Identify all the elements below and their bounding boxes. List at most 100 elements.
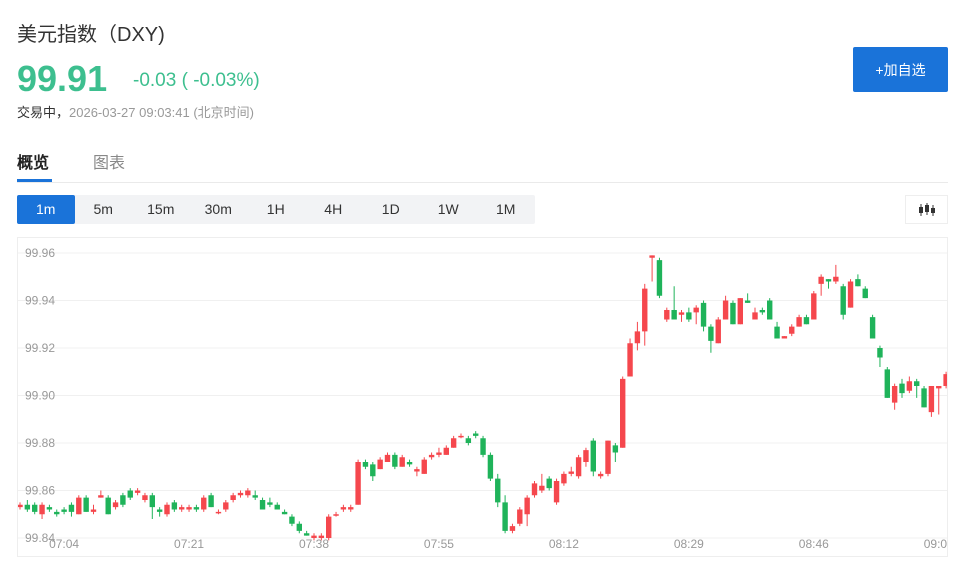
candle-body <box>392 454 398 467</box>
candle-body <box>487 454 494 479</box>
interval-1h[interactable]: 1H <box>266 201 285 217</box>
candle-body <box>708 326 714 341</box>
candle-body <box>259 500 266 510</box>
candle-body <box>921 388 927 408</box>
candle-body <box>627 343 633 377</box>
candle-body <box>24 504 31 510</box>
chart-type-button[interactable] <box>905 195 948 224</box>
candle-body <box>112 502 119 508</box>
candle-body <box>811 293 817 320</box>
candle-body <box>399 457 405 467</box>
interval-1d[interactable]: 1D <box>381 201 400 217</box>
candle-body <box>377 459 383 470</box>
candle-body <box>583 450 589 462</box>
candle-body <box>700 302 707 327</box>
candle-body <box>362 462 369 467</box>
tabs-divider <box>17 182 948 183</box>
candle-body <box>252 495 258 498</box>
chart-canvas: 99.96 99.94 99.92 99.90 99.88 99.86 99.8407:04… <box>18 246 947 551</box>
tab-chart[interactable]: 图表 <box>93 155 126 172</box>
interval-selector: 1m 5m 15m 30m 1H 4H 1D 1W 1M <box>17 195 535 224</box>
candle-body <box>355 462 361 505</box>
candle-body <box>223 502 229 510</box>
candle-body <box>906 381 913 391</box>
candle-body <box>869 317 876 339</box>
active-tab-indicator <box>17 179 52 182</box>
candle-body <box>502 502 508 531</box>
candle-body <box>164 504 170 515</box>
candle-body <box>281 511 288 515</box>
candle-body <box>333 514 339 516</box>
candle-body <box>120 495 126 505</box>
candle-body <box>348 507 354 510</box>
x-tick-label: 07:55 <box>424 537 454 551</box>
candle-body <box>744 300 751 303</box>
candle-body <box>833 276 839 282</box>
candle-body <box>237 492 244 496</box>
candle-body <box>553 481 560 503</box>
interval-1m[interactable]: 1m <box>17 195 75 224</box>
candle-body <box>443 447 449 455</box>
candle-body <box>326 516 332 538</box>
candle-body <box>171 502 178 510</box>
candle-body <box>274 504 280 510</box>
interval-4h[interactable]: 4H <box>324 201 343 217</box>
candle-body <box>803 317 810 325</box>
candle-body <box>98 495 104 498</box>
candle-body <box>406 462 413 465</box>
interval-5m[interactable]: 5m <box>93 201 113 217</box>
candle-body <box>465 438 472 443</box>
candle-body <box>458 435 464 438</box>
candle-body <box>928 386 935 413</box>
trading-status: 交易中， <box>17 105 70 120</box>
candle-body <box>208 495 214 508</box>
last-price: 99.91 <box>17 58 108 99</box>
candle-body <box>877 348 883 358</box>
instrument-title: 美元指数（DXY) <box>17 24 165 46</box>
candle-body <box>473 433 479 436</box>
candle-body <box>840 286 846 315</box>
candle-body <box>303 533 310 536</box>
x-tick-label: 08:12 <box>549 537 579 551</box>
candle-body <box>179 507 185 510</box>
candle-body <box>899 383 905 394</box>
candle-body <box>105 497 111 515</box>
add-to-watchlist-button[interactable]: +加自选 <box>853 47 948 92</box>
price-change: -0.03 ( -0.03%) <box>133 70 260 91</box>
candle-body <box>568 471 574 474</box>
candle-body <box>186 507 192 510</box>
candle-body <box>664 310 670 320</box>
candle-body <box>656 260 663 296</box>
candle-body <box>311 535 317 538</box>
candle-body <box>18 504 23 508</box>
candle-body <box>590 440 596 472</box>
interval-1w[interactable]: 1W <box>437 201 459 217</box>
candle-body <box>46 507 53 510</box>
x-tick-label: 07:21 <box>174 537 204 551</box>
candle-body <box>428 454 435 458</box>
candle-body <box>127 490 133 498</box>
candle-body <box>149 495 155 508</box>
y-tick-label: 99.94 <box>25 294 55 308</box>
tab-overview[interactable]: 概览 <box>17 155 50 172</box>
y-tick-label: 99.92 <box>25 341 55 355</box>
interval-1mo[interactable]: 1M <box>496 201 516 217</box>
interval-30m[interactable]: 30m <box>204 201 232 217</box>
candle-body <box>789 326 795 334</box>
candle-body <box>752 312 758 320</box>
candle-body <box>215 511 222 514</box>
candle-body <box>539 485 545 491</box>
candle-body <box>671 310 677 320</box>
candle-body <box>612 445 619 453</box>
candle-body <box>384 454 391 462</box>
candle-body <box>267 502 273 505</box>
candle-body <box>517 509 523 524</box>
candle-body <box>90 509 97 512</box>
candle-body <box>825 279 832 282</box>
candle-body <box>450 438 457 448</box>
interval-15m[interactable]: 15m <box>147 201 175 217</box>
candle-body <box>495 478 501 503</box>
candle-body <box>796 317 802 327</box>
x-tick-label: 07:38 <box>299 537 329 551</box>
candle-body <box>634 331 641 344</box>
